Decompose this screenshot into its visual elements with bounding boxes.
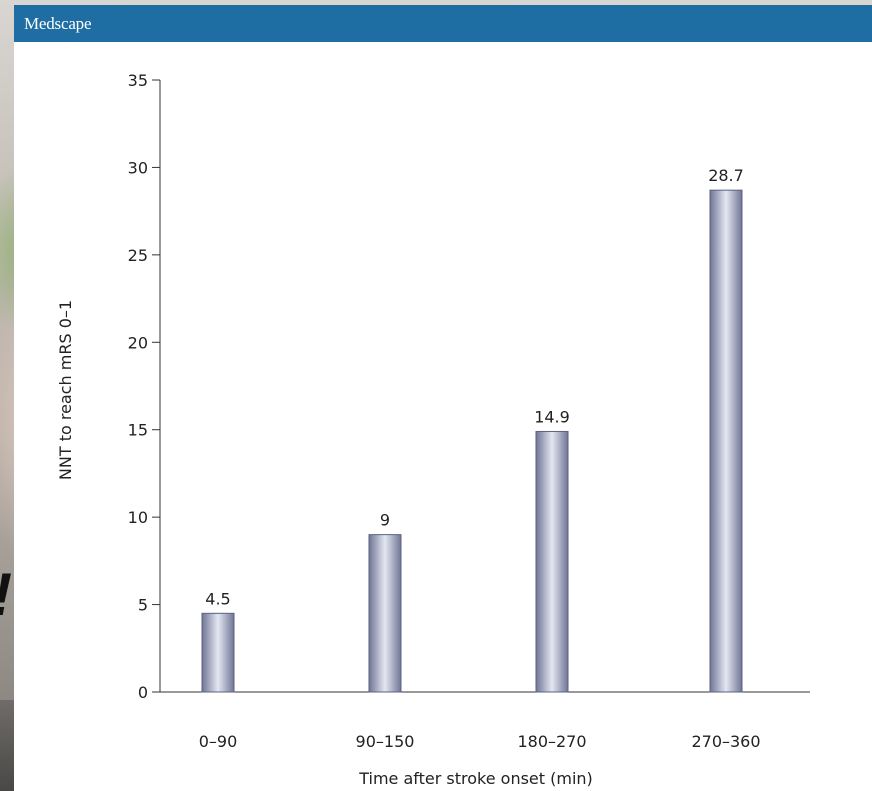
background-slide-glyph: ! (0, 565, 14, 625)
header-bar: Medscape (14, 5, 872, 42)
y-tick-label: 5 (138, 596, 148, 615)
bar-data-label: 9 (380, 511, 390, 530)
bar-chart: 0 5 10 15 20 25 30 35 4.5 9 14.9 28.7 0–90 90–150 18… (56, 71, 810, 788)
y-tick-label: 10 (128, 508, 148, 527)
chart-slide: Medscape 0 5 10 15 20 25 30 35 4.5 9 14.9 28.7 0–9… (14, 5, 872, 791)
x-axis-title: Time after stroke onset (min) (358, 769, 593, 788)
medscape-logo: Medscape (24, 14, 92, 33)
x-tick-label: 90–150 (356, 732, 415, 751)
y-axis-title: NNT to reach mRS 0–1 (56, 300, 75, 480)
bars: 4.5 9 14.9 28.7 (201, 166, 744, 693)
bar (201, 612, 235, 693)
bar-data-label: 4.5 (205, 589, 230, 608)
x-tick-label: 0–90 (199, 732, 238, 751)
x-tick-label: 270–360 (691, 732, 760, 751)
bar-data-label: 14.9 (534, 407, 570, 426)
y-tick-label: 25 (128, 246, 148, 265)
y-tick-label: 0 (138, 683, 148, 702)
bar (368, 534, 402, 693)
y-tick-label: 35 (128, 71, 148, 90)
x-tick-label: 180–270 (517, 732, 586, 751)
y-tick-label: 30 (128, 158, 148, 177)
y-tick-label: 15 (128, 421, 148, 440)
y-tick-label: 20 (128, 333, 148, 352)
bar (709, 189, 743, 693)
bar-data-label: 28.7 (708, 166, 744, 185)
x-ticks: 0–90 90–150 180–270 270–360 (199, 732, 761, 751)
y-ticks: 0 5 10 15 20 25 30 35 (128, 71, 160, 702)
bar (535, 430, 569, 693)
